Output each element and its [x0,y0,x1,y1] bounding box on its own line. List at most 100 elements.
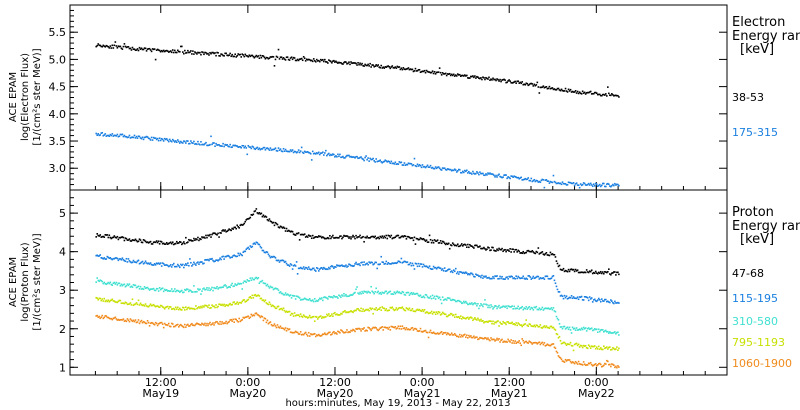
proton-data-point [462,302,464,304]
electron-data-point [413,157,416,160]
proton-data-point [427,241,430,243]
proton-data-point [483,275,485,278]
proton-data-point [538,341,541,344]
proton-data-point [503,305,505,308]
proton-data-point [182,325,184,328]
proton-data-point [362,264,364,266]
proton-data-point [251,277,254,279]
proton-data-point [192,307,194,310]
electron-data-point [514,80,516,83]
electron-data-point [526,82,529,85]
proton-data-point [587,327,590,329]
electron-data-point [381,161,384,164]
proton-data-point [112,236,115,239]
electron-legend-title: Electron [732,15,785,30]
proton-data-point [363,310,365,312]
electron-data-point [396,163,399,165]
proton-data-point [110,237,113,240]
proton-data-point [519,324,522,326]
proton-data-point [484,336,486,339]
electron-data-point [112,47,115,49]
proton-data-point [245,300,248,303]
electron-data-point [395,67,398,69]
proton-data-point [496,307,498,310]
proton-data-point [176,323,179,326]
proton-data-point [333,312,335,315]
electron-data-point [300,57,303,60]
proton-data-point [483,321,485,324]
proton-data-point [409,237,412,240]
proton-data-point [485,337,487,339]
proton-data-point [151,243,154,245]
electron-data-point [569,88,572,91]
proton-data-point [109,257,112,259]
proton-data-point [375,237,377,240]
proton-data-point [248,296,251,299]
proton-data-point [125,302,128,304]
proton-data-point [182,242,184,245]
proton-data-point [495,250,497,252]
proton-data-point [103,257,106,259]
proton-data-point [442,269,445,272]
proton-data-point [294,298,297,300]
proton-data-point [488,276,490,279]
proton-data-point [377,308,380,311]
electron-data-point [243,146,246,149]
proton-data-point [613,302,615,305]
electron-data-point [558,89,561,91]
proton-data-point [408,263,411,266]
proton-data-point [275,222,278,225]
proton-data-point [252,243,255,245]
proton-data-point [459,301,462,303]
proton-data-point [177,290,180,292]
electron-data-point [311,60,314,63]
proton-data-point [254,312,257,315]
electron-data-point [580,184,583,187]
proton-data-point [290,331,293,334]
proton-data-point [535,305,538,308]
electron-data-point [261,148,264,150]
proton-data-point [554,329,557,331]
electron-legend-subtitle: Energy range [732,29,800,44]
proton-data-point [449,299,452,301]
proton-data-point [212,322,214,324]
proton-data-point [399,292,402,294]
proton-data-point [206,259,208,261]
electron-data-point [422,166,425,168]
proton-data-point [368,291,370,294]
proton-data-point [281,227,284,229]
electron-data-point [405,68,408,70]
proton-data-point [290,230,293,233]
proton-data-point [336,295,338,298]
electron-data-point [474,75,476,77]
proton-data-point [394,236,397,239]
electron-data-point [457,168,460,171]
proton-data-point [578,296,581,298]
electron-data-point [340,61,342,64]
proton-data-point [213,324,215,326]
electron-data-point [565,184,568,186]
proton-data-point [528,323,531,325]
proton-data-point [291,230,294,233]
proton-data-point [120,283,123,286]
electron-data-point [484,174,486,177]
proton-data-point [325,296,327,299]
electron-data-point [357,157,359,160]
electron-data-point [398,161,401,163]
proton-data-point [532,251,535,253]
proton-data-point [446,243,449,246]
electron-data-point [194,143,196,145]
proton-data-point [581,364,584,366]
proton-data-point [158,306,161,309]
proton-data-point [353,265,355,267]
proton-data-point [556,288,559,291]
proton-data-point [114,283,117,285]
proton-data-point [549,277,552,280]
proton-data-point [330,237,332,240]
electron-data-point [246,153,249,156]
proton-data-point [568,270,571,273]
proton-data-point [377,329,380,332]
electron-data-point [177,140,180,143]
proton-data-point [605,298,607,301]
proton-data-point [333,330,335,333]
